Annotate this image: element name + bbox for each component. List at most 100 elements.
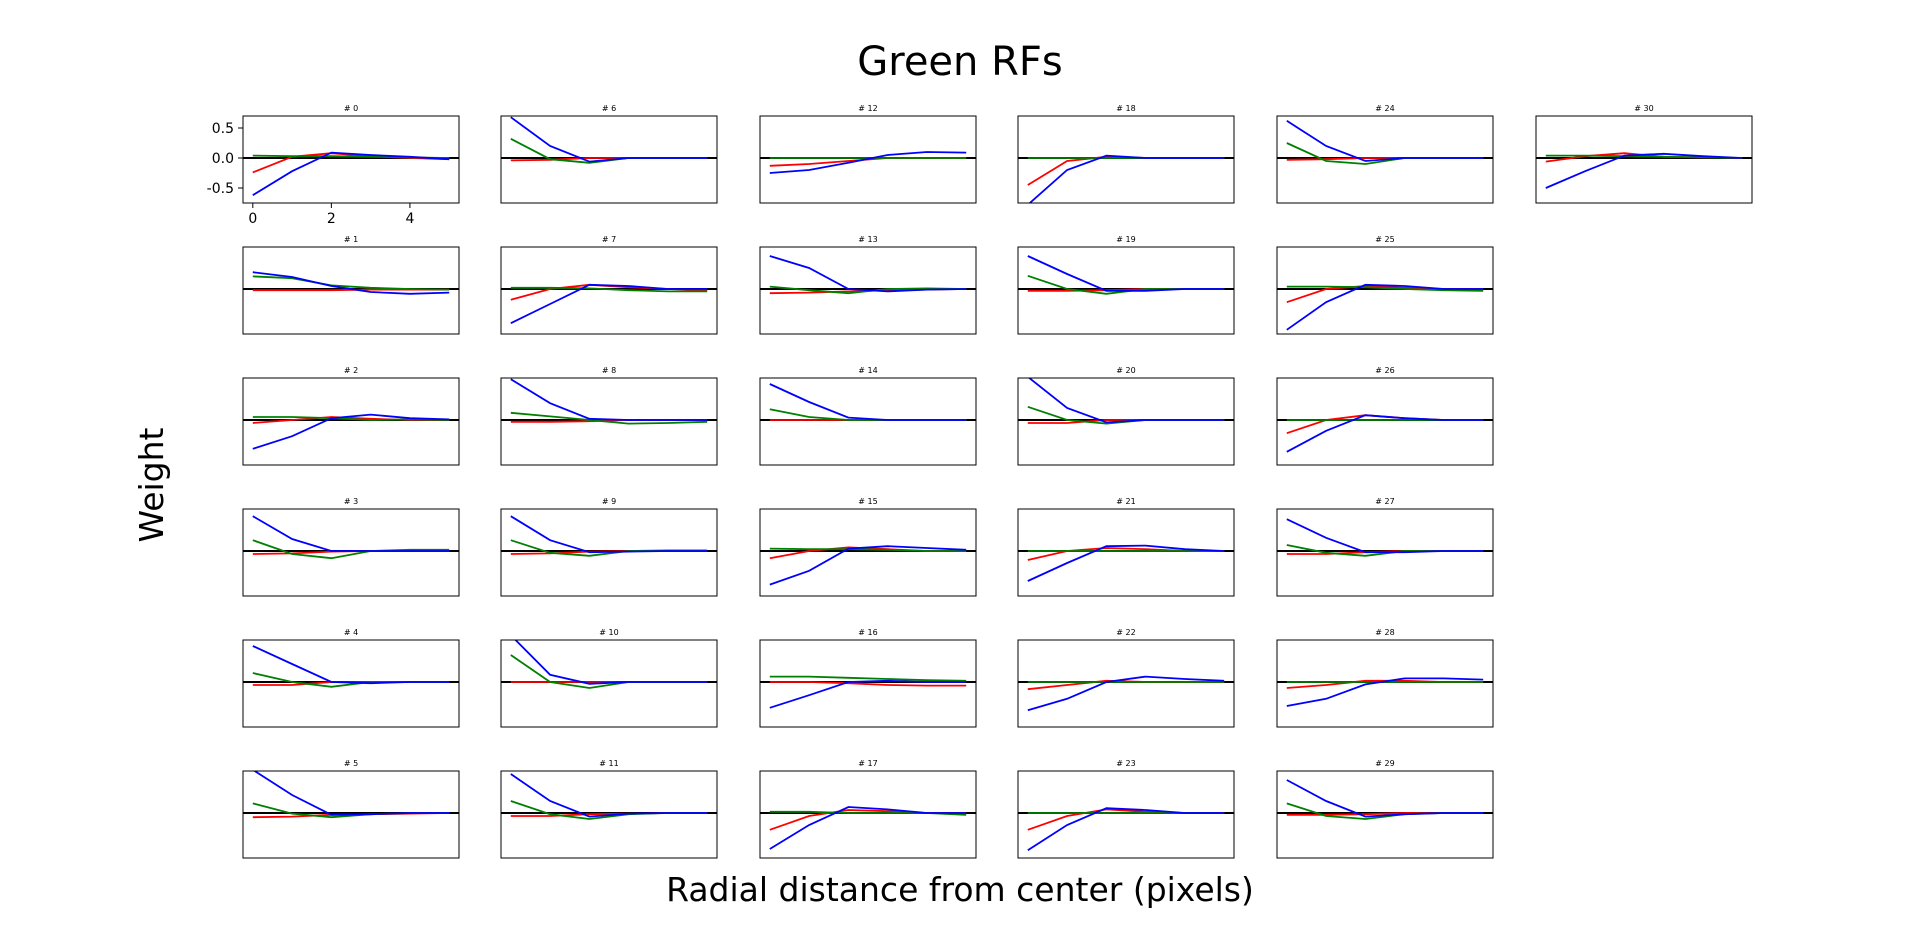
subplot-4: # 4 [242,628,460,728]
series-line-blue [1027,378,1225,424]
subplot-title: # 18 [1116,104,1135,113]
series-line-blue [1027,255,1225,292]
subplot-title: # 21 [1116,497,1135,506]
series-line-blue [1027,544,1225,582]
subplot-title: # 1 [344,235,358,244]
series-line-blue [1286,120,1484,162]
subplot-title: # 20 [1116,366,1135,375]
series-line-blue [1286,677,1484,707]
subplot-lines [243,271,459,295]
subplot-frame [500,115,718,204]
subplot-frame [1017,639,1235,728]
subplot-lines [1018,255,1234,295]
subplot-18: # 18 [1017,104,1235,204]
subplot-22: # 22 [1017,628,1235,728]
series-line-blue [510,378,708,421]
subplot-frame [242,508,460,597]
subplot-6: # 6 [500,104,718,204]
subplot-title: # 9 [602,497,616,506]
series-line-blue [252,271,450,295]
subplot-frame [1017,508,1235,597]
series-line-blue [252,515,450,552]
subplot-29: # 29 [1276,759,1494,859]
subplot-12: # 12 [759,104,977,204]
subplot-28: # 28 [1276,628,1494,728]
subplot-lines [243,771,459,819]
series-line-green [252,539,450,560]
subplot-8: # 8 [500,366,718,466]
subplot-frame [1017,770,1235,859]
subplot-0: # 0 0 2 4 0.5 0.0 -0.5 [207,104,460,227]
series-line-blue [769,679,967,709]
subplot-title: # 16 [858,628,877,637]
subplot-title: # 2 [344,366,358,375]
subplot-frame [1276,377,1494,466]
subplot-lines [760,151,976,174]
subplot-25: # 25 [1276,235,1494,335]
series-line-green [769,675,967,682]
subplot-title: # 22 [1116,628,1135,637]
subplot-frame [242,770,460,859]
subplot-frame [759,770,977,859]
subplot-title: # 26 [1375,366,1394,375]
subplot-10: # 10 [500,628,718,728]
series-line-green [1286,285,1484,292]
series-line-blue [769,383,967,421]
subplot-lines [501,640,717,689]
subplot-14: # 14 [759,366,977,466]
series-line-blue [1286,518,1484,554]
subplot-frame [759,377,977,466]
subplot-frame [759,246,977,335]
subplot-5: # 5 [242,759,460,859]
subplot-title: # 6 [602,104,616,113]
subplot-title: # 23 [1116,759,1135,768]
subplot-7: # 7 [500,235,718,335]
subplot-title: # 25 [1375,235,1394,244]
subplot-lines [501,773,717,820]
subplot-frame [500,639,718,728]
x-tick-label: 2 [327,211,336,227]
subplot-title: # 27 [1375,497,1394,506]
series-line-blue [1027,675,1225,712]
subplot-title: # 29 [1375,759,1394,768]
subplot-frame [759,508,977,597]
subplot-frame [500,377,718,466]
subplot-lines [1018,154,1234,203]
subplot-title: # 3 [344,497,358,506]
subplot-title: # 24 [1375,104,1394,113]
subplot-frame [1276,246,1494,335]
subplot-frame [242,377,460,466]
subplot-title: # 10 [599,628,618,637]
subplot-title: # 11 [599,759,618,768]
series-line-blue [252,645,450,685]
subplot-15: # 15 [759,497,977,597]
series-line-green [252,416,450,421]
subplot-frame [500,508,718,597]
subplot-lines [1277,779,1493,820]
series-line-green [510,411,708,425]
subplot-frame [1535,115,1753,204]
subplot-lines [1277,283,1493,331]
series-line-green [769,547,967,552]
subplot-title: # 19 [1116,235,1135,244]
subplot-title: # 30 [1634,104,1653,113]
subplot-lines [1277,120,1493,165]
subplot-30: # 30 [1535,104,1753,204]
subplot-frame [759,115,977,204]
y-tick-label: 0.0 [212,151,234,167]
subplot-13: # 13 [759,235,977,335]
subplot-frame [242,246,460,335]
series-line-green [1286,142,1484,165]
subplot-frame [242,639,460,728]
series-line-blue [514,640,708,685]
subplot-16: # 16 [759,628,977,728]
subplot-lines [501,378,717,425]
subplot-frame [1017,377,1235,466]
series-line-blue [510,283,708,325]
subplot-23: # 23 [1017,759,1235,859]
subplot-frame [1017,115,1235,204]
subplot-title: # 4 [344,628,358,637]
subplot-lines [501,283,717,325]
